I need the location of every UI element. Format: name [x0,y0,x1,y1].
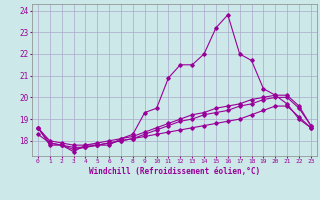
X-axis label: Windchill (Refroidissement éolien,°C): Windchill (Refroidissement éolien,°C) [89,167,260,176]
